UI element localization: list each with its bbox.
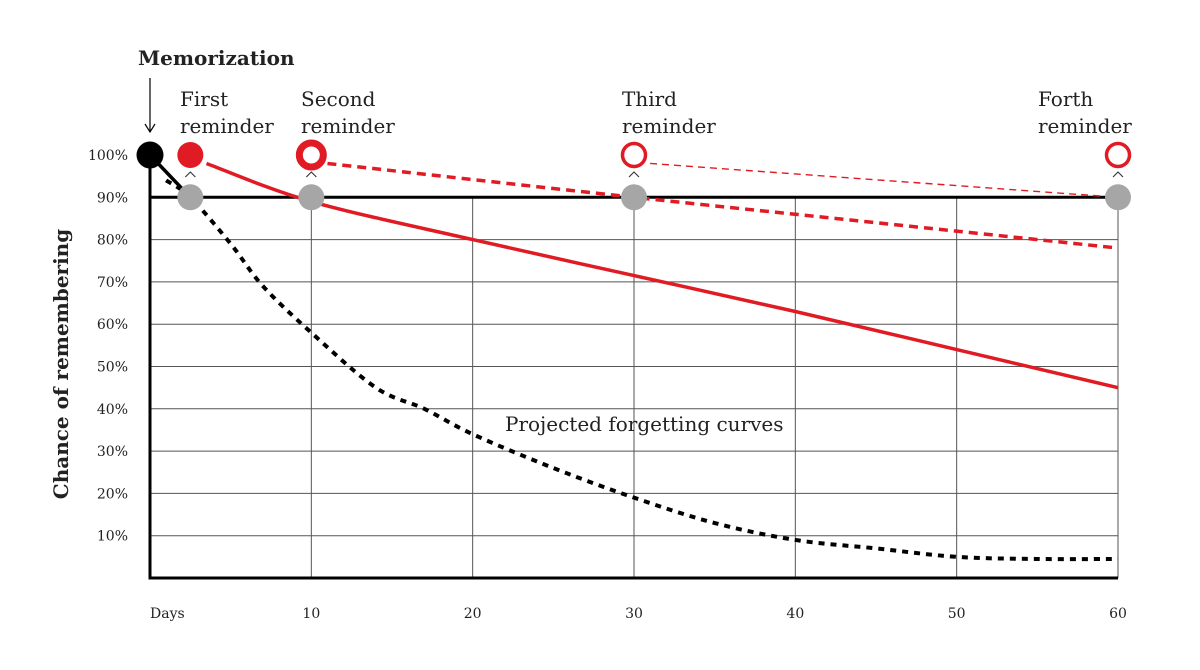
x-tick-label-40: 40 — [786, 606, 804, 622]
x-tick-label-60: 60 — [1109, 606, 1127, 622]
memorization-arrow-head — [144, 123, 156, 134]
y-tick-label-30: 30% — [97, 444, 128, 460]
x-tick-label-10: 10 — [302, 606, 320, 622]
reminder-3-line1: Third — [622, 87, 677, 111]
y-tick-label-40: 40% — [97, 402, 128, 418]
grid — [148, 155, 1119, 580]
labels-group: 10% 20% 30% 40% 50% 60% 70% 80% 90% 100% 10 20 30 40 5… — [88, 148, 1127, 622]
reminder-4-label: Forth reminder — [1038, 87, 1132, 138]
reminder-2-after-dot — [295, 139, 327, 171]
y-tick-label-60: 60% — [97, 317, 128, 333]
reminder-4-chevron — [1112, 171, 1124, 178]
reminder-2-before-dot — [298, 184, 325, 211]
memorization-dot — [136, 141, 164, 169]
series-line-1 — [164, 178, 1119, 562]
reminder-3-line2: reminder — [622, 114, 716, 138]
reminder-4-line1: Forth — [1038, 87, 1093, 111]
y-axis-label: Chance of remembering — [49, 229, 73, 499]
reminder-4-before-dot — [1105, 184, 1131, 211]
y-tick-label-20: 20% — [97, 486, 128, 502]
reminder-1-after-dot — [177, 142, 204, 168]
reminder-1-chevron — [184, 171, 196, 178]
memorization-label: Memorization — [138, 46, 295, 70]
reminder-3-after-dot — [620, 141, 648, 169]
reminder-4-after-dot — [1104, 141, 1132, 169]
y-tick-label-10: 10% — [97, 529, 128, 545]
y-tick-label-70: 70% — [97, 275, 128, 291]
annotation-projected-curves: Projected forgetting curves — [505, 412, 784, 436]
series-line-4 — [650, 162, 1119, 198]
reminder-3-label: Third reminder — [622, 87, 716, 138]
x-axis-label: Days — [150, 606, 185, 622]
reminder-1-line1: First — [180, 87, 228, 111]
y-tick-label-50: 50% — [97, 360, 128, 376]
y-tick-label-80: 80% — [97, 233, 128, 249]
reminder-3-before-dot — [621, 184, 647, 211]
reminder-2-line1: Second — [301, 87, 376, 111]
series-line-3 — [327, 161, 1119, 250]
x-tick-label-50: 50 — [948, 606, 966, 622]
reminder-3-chevron — [628, 171, 640, 178]
y-tick-label-100: 100% — [88, 148, 128, 164]
reminder-1-label: First reminder — [180, 87, 274, 138]
y-tick-label-90: 90% — [97, 190, 128, 206]
reminder-1-line2: reminder — [180, 114, 274, 138]
x-tick-label-20: 20 — [464, 606, 482, 622]
x-tick-label-30: 30 — [625, 606, 643, 622]
reminder-4-line2: reminder — [1038, 114, 1132, 138]
reminder-1-before-dot — [177, 184, 204, 211]
markers-group — [136, 78, 1132, 211]
reminder-2-chevron — [305, 171, 317, 178]
reminder-2-line2: reminder — [301, 114, 395, 138]
reminder-2-label: Second reminder — [301, 87, 395, 138]
